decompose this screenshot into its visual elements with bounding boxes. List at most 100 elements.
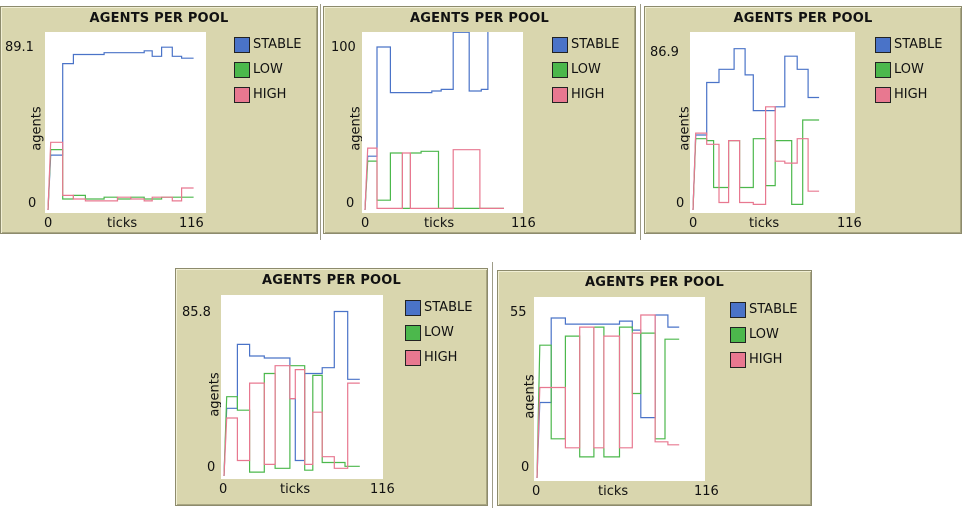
x-max-label: 116 [370, 482, 395, 497]
high-swatch [234, 86, 250, 103]
plot-panel-1: AGENTS PER POOL 89.1 0 agents 0 ticks 11… [0, 6, 318, 234]
legend-item-low: LOW [552, 57, 619, 82]
legend: STABLE LOW HIGH [730, 297, 797, 372]
y-max-label: 85.8 [182, 305, 211, 320]
legend-item-stable: STABLE [552, 32, 619, 57]
y-max-label: 89.1 [5, 40, 34, 55]
high-swatch [405, 349, 421, 366]
legend-label: LOW [571, 62, 601, 77]
stable-swatch [730, 301, 746, 318]
legend-label: LOW [424, 325, 454, 340]
series-line-high [47, 141, 194, 211]
low-swatch [405, 324, 421, 341]
series-line-low [536, 326, 680, 479]
legend-item-stable: STABLE [234, 32, 301, 57]
legend-item-stable: STABLE [730, 297, 797, 322]
y-max-label: 100 [331, 40, 356, 55]
chart-title: AGENTS PER POOL [733, 11, 873, 26]
y-min-label: 0 [207, 460, 216, 475]
plot-svg [536, 314, 680, 479]
plot-area [221, 295, 383, 479]
legend-label: LOW [253, 62, 283, 77]
plot-area [534, 297, 705, 481]
legend-item-low: LOW [730, 322, 797, 347]
plot-svg [47, 46, 194, 211]
series-line-high [364, 147, 504, 211]
x-max-label: 116 [179, 216, 204, 231]
legend-label: HIGH [424, 350, 458, 365]
series-line-stable [364, 32, 489, 211]
y-min-label: 0 [28, 196, 37, 211]
series-line-stable [223, 310, 360, 477]
legend-label: STABLE [749, 302, 798, 317]
series-line-high [536, 314, 680, 479]
legend-label: LOW [749, 327, 779, 342]
high-swatch [730, 351, 746, 368]
y-max-label: 86.9 [650, 45, 679, 60]
y-max-label: 55 [510, 305, 527, 320]
series-line-low [692, 119, 820, 211]
x-min-label: 0 [219, 482, 228, 497]
x-axis-label: ticks [107, 216, 138, 231]
legend-label: LOW [894, 62, 924, 77]
series-line-stable [536, 314, 680, 479]
series-line-stable [47, 46, 194, 211]
x-min-label: 0 [44, 216, 53, 231]
plot-area [690, 32, 855, 213]
legend-item-high: HIGH [875, 82, 942, 107]
legend-item-stable: STABLE [875, 32, 942, 57]
x-max-label: 116 [837, 216, 862, 231]
plot-svg [364, 32, 504, 211]
legend-label: STABLE [253, 37, 302, 52]
legend-label: STABLE [424, 300, 473, 315]
stable-swatch [552, 36, 568, 53]
legend: STABLE LOW HIGH [875, 32, 942, 107]
panel-divider [640, 4, 641, 240]
high-swatch [875, 86, 891, 103]
series-line-low [223, 365, 360, 477]
low-swatch [552, 61, 568, 78]
legend-item-low: LOW [234, 57, 301, 82]
stable-swatch [405, 299, 421, 316]
x-axis-label: ticks [424, 216, 455, 231]
legend: STABLE LOW HIGH [552, 32, 619, 107]
series-line-low [364, 150, 504, 211]
high-swatch [552, 86, 568, 103]
x-min-label: 0 [361, 216, 370, 231]
legend-item-high: HIGH [730, 347, 797, 372]
y-min-label: 0 [521, 460, 530, 475]
chart-title: AGENTS PER POOL [584, 275, 725, 290]
series-line-stable [692, 48, 820, 211]
stable-swatch [234, 36, 250, 53]
legend: STABLE LOW HIGH [405, 295, 472, 370]
series-line-high [223, 365, 360, 477]
x-min-label: 0 [689, 216, 698, 231]
panel-divider [320, 4, 321, 240]
low-swatch [730, 326, 746, 343]
plot-panel-3: AGENTS PER POOL 86.9 0 agents 0 ticks 11… [644, 6, 962, 234]
plot-panel-5: AGENTS PER POOL 55 0 agents 0 ticks 116 … [497, 270, 812, 506]
series-line-high [692, 106, 820, 211]
legend-label: HIGH [571, 87, 605, 102]
stable-swatch [875, 36, 891, 53]
plot-svg [692, 48, 820, 211]
chart-title: AGENTS PER POOL [261, 273, 402, 288]
low-swatch [234, 61, 250, 78]
plot-panel-4: AGENTS PER POOL 85.8 0 agents 0 ticks 11… [175, 268, 488, 506]
legend-item-low: LOW [875, 57, 942, 82]
y-axis-label: agents [29, 106, 45, 151]
legend-label: HIGH [894, 87, 928, 102]
legend-label: HIGH [749, 352, 783, 367]
x-axis-label: ticks [598, 484, 629, 499]
plot-panel-2: AGENTS PER POOL 100 0 agents 0 ticks 116… [323, 6, 636, 234]
x-axis-label: ticks [280, 482, 311, 497]
legend-item-high: HIGH [405, 345, 472, 370]
legend: STABLE LOW HIGH [234, 32, 301, 107]
legend-label: STABLE [894, 37, 943, 52]
y-min-label: 0 [346, 196, 355, 211]
chart-title: AGENTS PER POOL [89, 11, 229, 26]
legend-label: HIGH [253, 87, 287, 102]
legend-label: STABLE [571, 37, 620, 52]
plot-area [362, 32, 523, 213]
legend-item-stable: STABLE [405, 295, 472, 320]
